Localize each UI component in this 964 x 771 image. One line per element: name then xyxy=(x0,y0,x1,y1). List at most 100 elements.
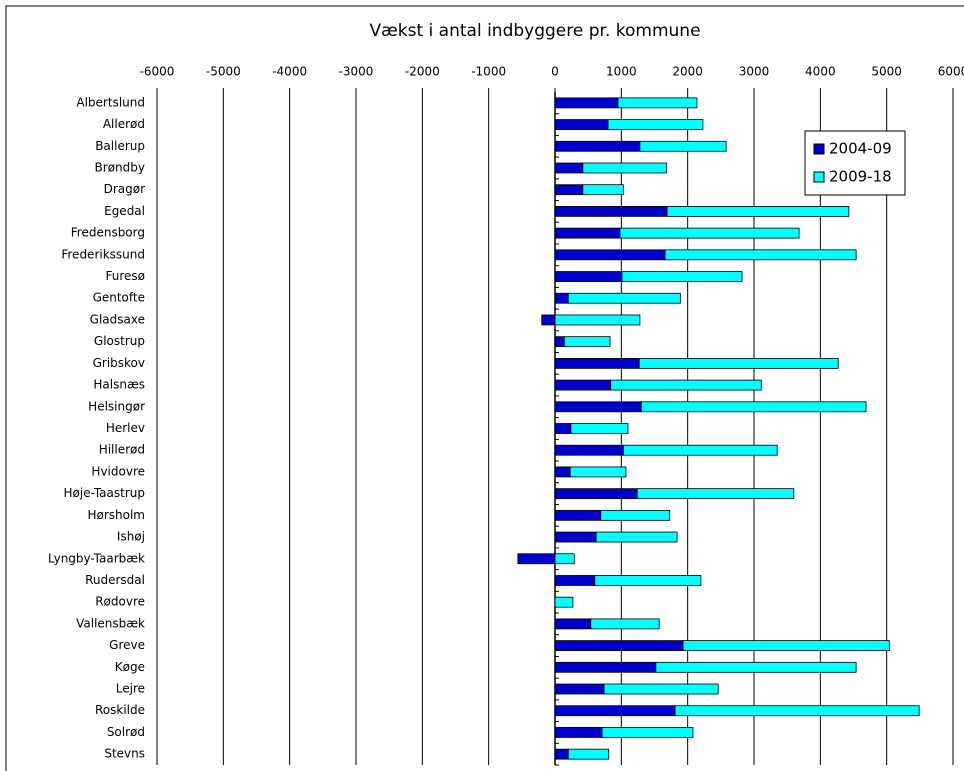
bar xyxy=(554,488,638,500)
bar xyxy=(554,444,624,456)
y-tick-label: Lejre xyxy=(116,682,145,696)
x-tick-label: -6000 xyxy=(140,65,175,79)
y-tick-label: Hvidovre xyxy=(91,464,145,478)
bar xyxy=(554,661,657,673)
bar xyxy=(567,748,610,760)
bar xyxy=(554,727,603,738)
legend: 2004-09 2009-18 xyxy=(804,130,906,196)
bar xyxy=(517,553,556,565)
bar xyxy=(554,509,602,521)
x-tick-label: -1000 xyxy=(471,65,506,79)
bar xyxy=(622,444,778,456)
bar xyxy=(554,596,574,608)
y-tick-label: Høje-Taastrup xyxy=(64,486,145,500)
bar xyxy=(554,618,592,630)
bar xyxy=(594,575,702,586)
bar xyxy=(674,705,920,717)
bar xyxy=(554,271,623,282)
bar xyxy=(554,748,569,760)
x-tick-label: 6000 xyxy=(938,65,964,79)
x-tick-label: 5000 xyxy=(871,65,902,79)
bar xyxy=(600,509,671,521)
y-tick-label: Albertslund xyxy=(76,95,145,109)
bar xyxy=(636,488,795,500)
bar xyxy=(554,162,584,174)
y-tick-label: Halsnæs xyxy=(93,378,145,392)
bar xyxy=(682,640,890,651)
x-tick-label: -4000 xyxy=(272,65,307,79)
x-tick-label: -5000 xyxy=(206,65,241,79)
bar xyxy=(554,227,621,239)
chart-title: Vækst i antal indbyggere pr. kommune xyxy=(369,21,700,41)
bar xyxy=(554,140,641,152)
bar xyxy=(554,314,641,326)
x-tick-label: 1000 xyxy=(606,65,637,79)
y-tick-label: Frederikssund xyxy=(61,247,145,261)
bar xyxy=(607,119,704,130)
bar xyxy=(554,357,640,369)
bar xyxy=(554,575,596,586)
y-tick-label: Dragør xyxy=(104,182,145,196)
y-tick-label: Rødovre xyxy=(95,595,145,609)
x-tick-label: 2000 xyxy=(672,65,703,79)
bar xyxy=(554,379,612,391)
y-tick-label: Hørsholm xyxy=(87,508,145,522)
bar xyxy=(554,640,684,651)
bar xyxy=(640,401,867,413)
bar xyxy=(619,227,800,239)
y-tick-label: Egedal xyxy=(104,204,145,218)
chart-border xyxy=(5,5,964,771)
bar xyxy=(610,379,762,391)
bar xyxy=(554,97,619,109)
y-tick-label: Fredensborg xyxy=(71,226,145,240)
bar xyxy=(567,292,681,304)
bar xyxy=(595,531,678,543)
y-tick-label: Ballerup xyxy=(95,139,145,153)
bar xyxy=(617,97,698,109)
bar xyxy=(666,206,850,217)
legend-label: 2004-09 xyxy=(829,140,892,158)
bar xyxy=(554,466,571,478)
bar xyxy=(554,184,584,196)
y-tick-label: Gladsaxe xyxy=(90,312,145,326)
x-tick-label: 0 xyxy=(551,65,559,79)
bar xyxy=(541,314,556,326)
bar xyxy=(554,531,597,543)
legend-label: 2009-18 xyxy=(829,168,892,186)
bar xyxy=(554,423,572,434)
bar xyxy=(554,249,666,261)
legend-swatch xyxy=(813,171,825,183)
y-tick-label: Helsingør xyxy=(88,399,145,413)
bar xyxy=(655,661,857,673)
legend-box xyxy=(804,130,906,196)
bar xyxy=(601,727,694,738)
y-tick-label: Ishøj xyxy=(117,530,145,544)
y-tick-label: Gentofte xyxy=(93,291,145,305)
x-tick-label: 3000 xyxy=(739,65,770,79)
y-tick-label: Glostrup xyxy=(94,334,145,348)
bar xyxy=(582,184,624,196)
legend-swatch xyxy=(813,143,825,155)
y-tick-label: Vallensbæk xyxy=(76,616,145,630)
x-tick-label: 4000 xyxy=(805,65,836,79)
bar xyxy=(554,401,642,413)
bar xyxy=(554,206,668,217)
y-tick-label: Køge xyxy=(115,660,145,674)
bar xyxy=(554,119,609,130)
bar xyxy=(638,357,839,369)
y-tick-label: Brøndby xyxy=(95,160,145,174)
bar xyxy=(590,618,660,630)
bar xyxy=(582,162,667,174)
bar xyxy=(621,271,743,282)
y-tick-label: Furesø xyxy=(106,269,146,283)
x-tick-label: -3000 xyxy=(339,65,374,79)
y-tick-label: Roskilde xyxy=(95,703,145,717)
bar xyxy=(554,336,565,348)
bar xyxy=(639,140,727,152)
y-tick-label: Lyngby-Taarbæk xyxy=(48,551,145,565)
bar xyxy=(554,553,575,565)
bar xyxy=(569,466,627,478)
bar xyxy=(563,336,611,348)
bar xyxy=(554,705,676,717)
